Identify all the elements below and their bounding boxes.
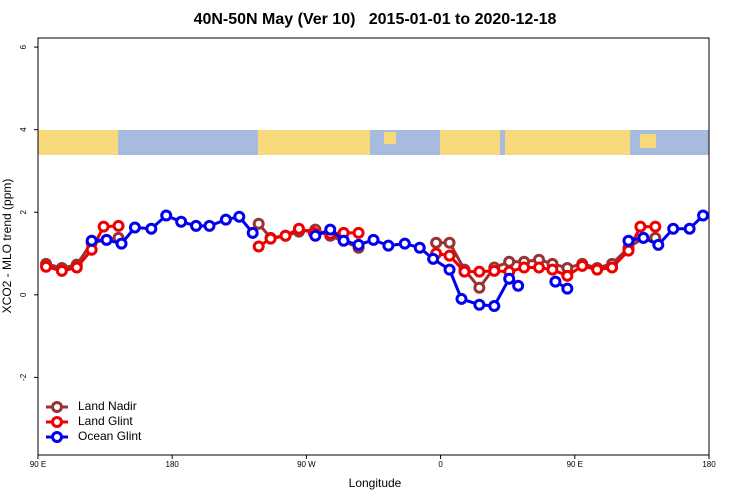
data-point [549,275,562,288]
data-point [683,222,696,235]
data-point [622,244,635,257]
y-tick-label: 2 [19,209,28,214]
data-point [55,264,68,277]
data-point [40,260,53,273]
data-point [252,240,265,253]
data-point [70,261,83,274]
data-point [455,292,468,305]
data-point [175,215,188,228]
data-point [622,234,635,247]
legend-swatch [51,416,63,428]
data-point [85,234,98,247]
data-point [430,236,443,249]
data-point [606,261,619,274]
x-tick-label: 90 E [567,460,583,469]
data-point [533,261,546,274]
data-point [160,209,173,222]
data-point [561,269,574,282]
data-point [97,220,110,233]
data-point [503,255,516,268]
y-axis-label: XCO2 - MLO trend (ppm) [0,179,14,314]
data-point [128,221,141,234]
data-point [219,213,232,226]
data-point [352,238,365,251]
data-point [203,219,216,232]
legend-label: Land Nadir [78,399,137,413]
data-point [100,233,113,246]
data-point [115,237,128,250]
data-point [352,226,365,239]
y-tick-label: 4 [19,127,28,132]
data-point [652,238,665,251]
data-point [427,252,440,265]
data-point [667,222,680,235]
data-point [398,237,411,250]
data-point [443,236,456,249]
data-point [337,234,350,247]
y-tick-label: -2 [19,373,28,381]
data-point [473,298,486,311]
data-point [512,279,525,292]
data-point [292,222,305,235]
legend-label: Ocean Glint [78,429,142,443]
data-point [324,223,337,236]
data-point [634,220,647,233]
x-tick-label: 90 W [297,460,316,469]
x-tick-label: 0 [438,460,443,469]
data-point [279,229,292,242]
data-point [473,281,486,294]
data-point [518,261,531,274]
chart-title: 40N-50N May (Ver 10) 2015-01-01 to 2020-… [194,11,557,28]
legend-swatch [51,401,63,413]
data-point [112,219,125,232]
y-tick-label: 6 [19,44,28,49]
data-point [252,217,265,230]
data-point [264,232,277,245]
plot-frame [37,37,710,456]
legend-label: Land Glint [78,414,133,428]
data-point [382,239,395,252]
data-point [637,231,650,244]
x-tick-label: 90 E [30,460,46,469]
data-point [576,259,589,272]
data-point [233,210,246,223]
data-point [591,263,604,276]
x-tick-label: 180 [702,460,716,469]
x-tick-label: 180 [166,460,180,469]
data-point [309,229,322,242]
data-point [145,222,158,235]
data-point [458,265,471,278]
data-point [561,282,574,295]
map-strip [38,130,709,155]
data-point [488,264,501,277]
data-point [503,272,516,285]
data-point [367,233,380,246]
data-point [649,220,662,233]
data-point [413,241,426,254]
data-point [488,299,501,312]
y-tick-label: 0 [19,292,28,297]
legend-swatch [51,431,63,443]
data-point [443,249,456,262]
data-point [190,219,203,232]
x-axis-label: Longitude [349,476,402,490]
data-point [546,263,559,276]
data-point [473,265,486,278]
data-point [697,209,710,222]
data-point [443,263,456,276]
data-point [246,226,259,239]
series [85,209,710,312]
